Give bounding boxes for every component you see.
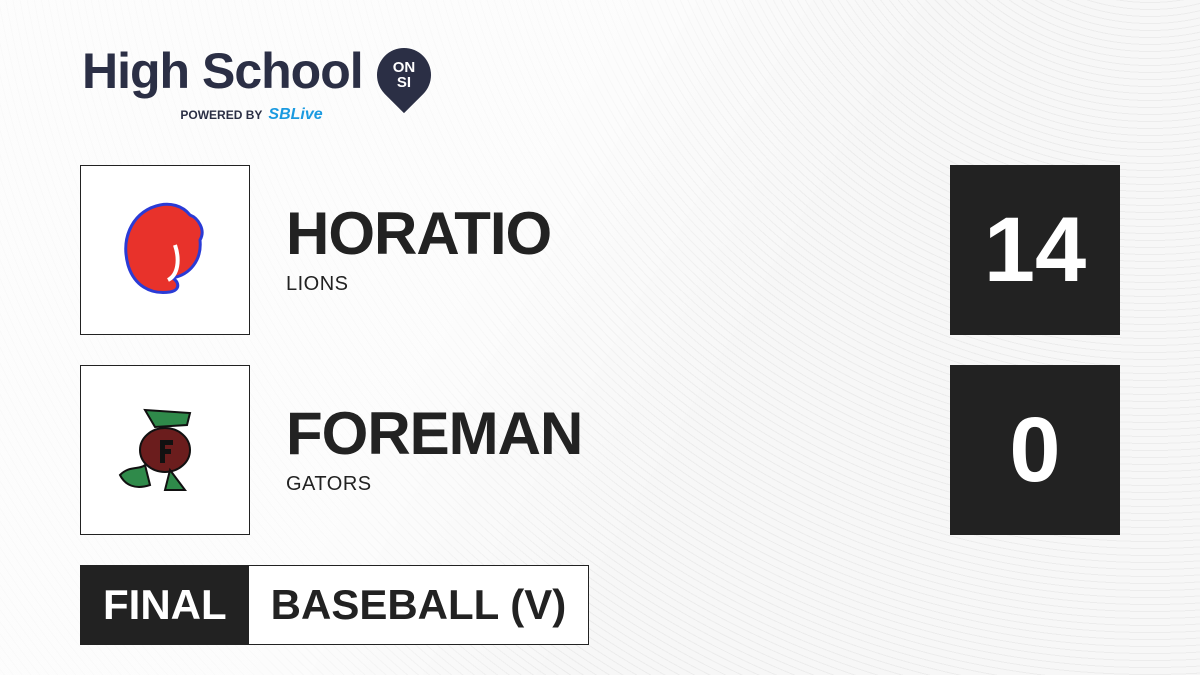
team-foreman: FOREMAN GATORS xyxy=(286,400,583,496)
team-name: HORATIO xyxy=(286,200,552,267)
final-badge: FINAL xyxy=(81,566,249,644)
powered-by: POWERED BY SBLive xyxy=(180,106,322,124)
on-si-pin-icon: ON SI xyxy=(365,36,442,114)
team-mascot: LIONS xyxy=(286,273,349,295)
score-foreman: 0 xyxy=(950,365,1120,535)
team-mascot: GATORS xyxy=(286,473,372,495)
badge-top: ON xyxy=(392,59,415,76)
sport-label: BASEBALL (V) xyxy=(270,581,567,628)
score-value: 14 xyxy=(983,198,1087,301)
powered-by-label: POWERED BY xyxy=(180,108,263,122)
badge-bottom: SI xyxy=(396,74,411,91)
game-status-bar: FINAL BASEBALL (V) xyxy=(80,565,590,645)
status-label: FINAL xyxy=(103,581,227,628)
logo-text: High School POWERED BY SBLive xyxy=(82,42,364,124)
pin-text: ON SI xyxy=(377,48,431,102)
team-logo-foreman xyxy=(80,365,250,535)
lion-head-icon xyxy=(124,202,204,295)
sblive-logo: SBLive xyxy=(268,106,323,123)
brand-title: High School xyxy=(82,43,364,99)
team-horatio: HORATIO LIONS xyxy=(286,200,552,296)
gator-mascot-icon xyxy=(118,408,192,491)
team-name: FOREMAN xyxy=(286,400,583,467)
team-logo-horatio xyxy=(80,165,250,335)
score-horatio: 14 xyxy=(950,165,1120,335)
high-school-on-si-logo: High School POWERED BY SBLive ON SI xyxy=(82,36,442,124)
score-value: 0 xyxy=(1009,398,1061,501)
sport-label-box: BASEBALL (V) xyxy=(249,566,589,644)
